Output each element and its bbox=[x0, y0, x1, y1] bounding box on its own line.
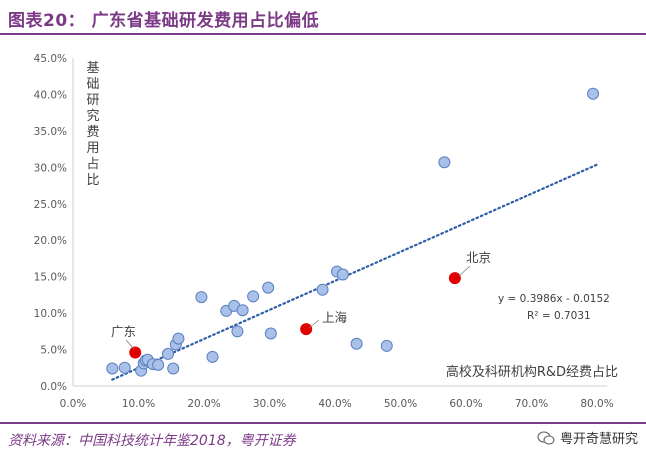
source-note: 资料来源：中国科技统计年鉴2018，粤开证券 bbox=[8, 433, 296, 449]
leader-beijing bbox=[458, 265, 471, 277]
svg-text:基础研究费用占比: 基础研究费用占比 bbox=[86, 61, 99, 188]
y-tick-label: 15.0% bbox=[34, 272, 67, 284]
data-point bbox=[350, 337, 363, 350]
highlighted-points bbox=[129, 272, 461, 359]
highlighted-point bbox=[300, 323, 313, 336]
data-point bbox=[152, 358, 165, 371]
trendline-r2: R² = 0.7031 bbox=[527, 310, 591, 322]
label-guangdong: 广东 bbox=[111, 324, 136, 339]
chart-points bbox=[106, 87, 600, 377]
y-tick-label: 20.0% bbox=[34, 235, 67, 247]
data-point bbox=[206, 350, 219, 363]
x-tick-label: 60.0% bbox=[449, 398, 482, 410]
watermark: 粤开奇慧研究 bbox=[537, 428, 638, 447]
y-tick-label: 10.0% bbox=[34, 308, 67, 320]
title-divider bbox=[0, 33, 646, 35]
data-point bbox=[231, 325, 244, 338]
x-tick-label: 0.0% bbox=[60, 398, 87, 410]
data-point bbox=[195, 291, 208, 304]
data-point bbox=[172, 332, 185, 345]
data-point bbox=[236, 304, 249, 317]
data-point bbox=[587, 87, 600, 100]
y-tick-label: 30.0% bbox=[34, 162, 67, 174]
x-tick-label: 50.0% bbox=[384, 398, 417, 410]
page-title: 图表20： 广东省基础研发费用占比偏低 bbox=[8, 11, 320, 31]
footer-divider bbox=[0, 422, 646, 424]
data-point bbox=[106, 362, 119, 375]
label-shanghai: 上海 bbox=[322, 310, 348, 325]
x-tick-label: 40.0% bbox=[318, 398, 351, 410]
title-bar: 图表20： 广东省基础研发费用占比偏低 bbox=[0, 0, 646, 35]
highlighted-point bbox=[448, 272, 461, 285]
y-tick-label: 45.0% bbox=[34, 53, 67, 65]
data-point bbox=[247, 290, 260, 303]
x-tick-label: 10.0% bbox=[122, 398, 155, 410]
label-beijing: 北京 bbox=[466, 250, 491, 265]
y-axis-title: 基础研究费用占比 bbox=[86, 61, 99, 188]
data-point bbox=[438, 156, 451, 169]
trendline bbox=[111, 163, 599, 381]
leader-shanghai bbox=[308, 319, 320, 329]
chart-tick-labels: 0.0% 10.0% 20.0% 30.0% 40.0% 50.0% 60.0% 70.0% 8… bbox=[34, 53, 614, 410]
y-tick-label: 40.0% bbox=[34, 89, 67, 101]
y-tick-label: 25.0% bbox=[34, 199, 67, 211]
trendline-equation: y = 0.3986x - 0.0152 bbox=[498, 293, 610, 305]
data-point bbox=[161, 347, 174, 360]
x-tick-label: 20.0% bbox=[187, 398, 220, 410]
x-tick-label: 80.0% bbox=[580, 398, 613, 410]
y-tick-label: 0.0% bbox=[40, 381, 67, 393]
x-axis-title: 高校及科研机构R&D经费占比 bbox=[446, 364, 618, 380]
y-tick-label: 35.0% bbox=[34, 126, 67, 138]
y-tick-label: 5.0% bbox=[40, 345, 67, 357]
data-point bbox=[262, 281, 275, 294]
data-point bbox=[316, 283, 329, 296]
data-point bbox=[167, 362, 180, 375]
scatter-chart: 0.0% 10.0% 20.0% 30.0% 40.0% 50.0% 60.0% 70.0% 8… bbox=[34, 53, 618, 410]
wechat-icon bbox=[537, 430, 555, 445]
chart-axes bbox=[72, 58, 607, 387]
x-tick-label: 30.0% bbox=[253, 398, 286, 410]
data-point bbox=[380, 339, 393, 352]
watermark-text: 粤开奇慧研究 bbox=[559, 432, 638, 447]
data-point bbox=[264, 327, 277, 340]
data-point bbox=[336, 268, 349, 281]
leader-guangdong bbox=[125, 339, 135, 350]
x-tick-label: 70.0% bbox=[515, 398, 548, 410]
highlighted-point bbox=[129, 346, 142, 359]
data-point bbox=[118, 361, 131, 374]
